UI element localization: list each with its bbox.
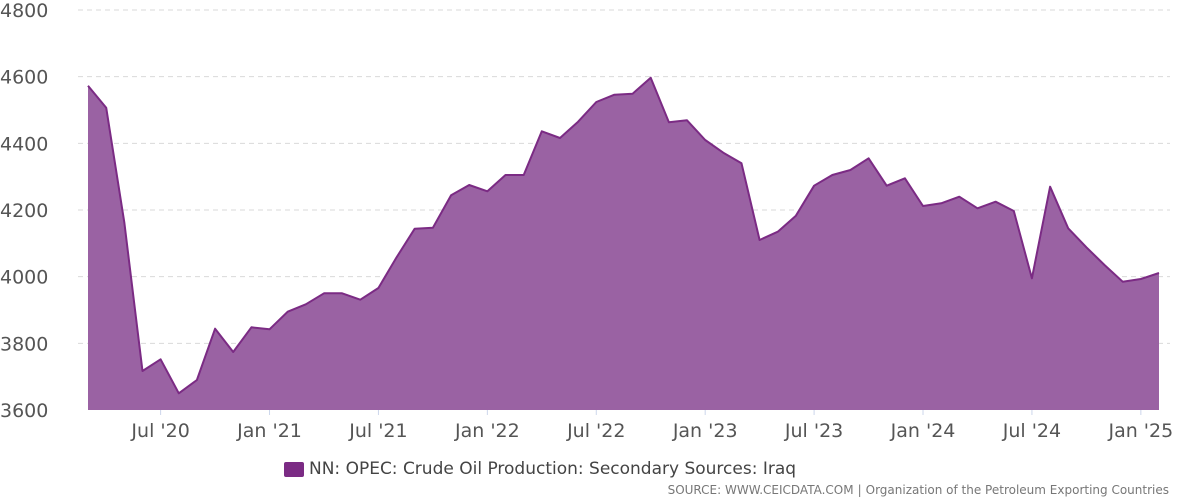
- data-point[interactable]: [463, 179, 475, 191]
- legend-label: NN: OPEC: Crude Oil Production: Secondar…: [309, 459, 797, 479]
- data-point[interactable]: [972, 202, 984, 214]
- data-point[interactable]: [899, 172, 911, 184]
- y-tick-label: 4000: [0, 267, 48, 289]
- data-point[interactable]: [663, 116, 675, 128]
- data-point[interactable]: [990, 196, 1002, 208]
- x-tick-label: Jan '25: [1107, 420, 1173, 442]
- data-point[interactable]: [1008, 205, 1020, 217]
- x-axis-ticks: Jul '20 Jan '21 Jul '21 Jan '22 Jul '22 Jan '…: [130, 410, 1173, 442]
- data-point[interactable]: [572, 116, 584, 128]
- data-point[interactable]: [227, 346, 239, 358]
- data-point[interactable]: [409, 223, 421, 235]
- data-point[interactable]: [445, 189, 457, 201]
- data-point[interactable]: [372, 282, 384, 294]
- data-point[interactable]: [318, 287, 330, 299]
- data-point[interactable]: [754, 234, 766, 246]
- legend-swatch: [284, 461, 304, 477]
- data-point[interactable]: [1062, 222, 1074, 234]
- y-tick-label: 4800: [0, 0, 48, 22]
- data-point[interactable]: [736, 157, 748, 169]
- x-tick-label: Jul '22: [566, 420, 625, 442]
- data-point[interactable]: [608, 89, 620, 101]
- data-point[interactable]: [245, 321, 257, 333]
- series-line: [87, 76, 1160, 395]
- data-point[interactable]: [844, 164, 856, 176]
- data-point[interactable]: [681, 114, 693, 126]
- source-site: SOURCE: WWW.CEICDATA.COM: [667, 483, 854, 497]
- data-point[interactable]: [935, 197, 947, 209]
- data-point[interactable]: [173, 387, 185, 399]
- legend[interactable]: NN: OPEC: Crude Oil Production: Secondar…: [284, 459, 796, 479]
- data-point[interactable]: [1135, 273, 1147, 285]
- data-point[interactable]: [481, 185, 493, 197]
- data-point[interactable]: [808, 180, 820, 192]
- data-point[interactable]: [554, 132, 566, 144]
- x-tick-label: Jan '22: [454, 420, 520, 442]
- data-point[interactable]: [500, 169, 512, 181]
- x-tick-label: Jan '23: [672, 420, 738, 442]
- data-point[interactable]: [590, 96, 602, 108]
- data-point[interactable]: [1080, 241, 1092, 253]
- x-tick-label: Jul '24: [1002, 420, 1061, 442]
- data-point[interactable]: [1099, 259, 1111, 271]
- data-point[interactable]: [118, 216, 130, 228]
- source-separator: |: [857, 483, 862, 497]
- data-point[interactable]: [100, 102, 112, 114]
- data-point[interactable]: [717, 147, 729, 159]
- source-note: SOURCE: WWW.CEICDATA.COM | Organization of…: [668, 483, 1169, 497]
- data-point[interactable]: [863, 152, 875, 164]
- y-tick-label: 3800: [0, 333, 48, 355]
- data-point[interactable]: [627, 88, 639, 100]
- data-point[interactable]: [1117, 276, 1129, 288]
- data-point[interactable]: [699, 134, 711, 146]
- y-tick-label: 3600: [0, 400, 48, 422]
- series-area: [88, 77, 1159, 410]
- data-point[interactable]: [354, 294, 366, 306]
- data-point[interactable]: [881, 180, 893, 192]
- data-point[interactable]: [191, 374, 203, 386]
- x-tick-label: Jan '24: [890, 420, 956, 442]
- x-tick-label: Jul '23: [784, 420, 843, 442]
- x-tick-label: Jul '20: [130, 420, 189, 442]
- data-point[interactable]: [155, 353, 167, 365]
- data-point[interactable]: [790, 210, 802, 222]
- y-axis-ticks: 3600 3800 4000 4200 4400 4600 4800: [0, 0, 48, 422]
- data-point[interactable]: [917, 200, 929, 212]
- data-point[interactable]: [300, 298, 312, 310]
- data-point[interactable]: [518, 169, 530, 181]
- data-point[interactable]: [772, 226, 784, 238]
- data-point[interactable]: [282, 306, 294, 318]
- data-point[interactable]: [336, 287, 348, 299]
- data-point[interactable]: [209, 323, 221, 335]
- x-tick-label: Jul '21: [348, 420, 407, 442]
- data-point[interactable]: [953, 191, 965, 203]
- data-point[interactable]: [1026, 272, 1038, 284]
- data-point[interactable]: [427, 222, 439, 234]
- data-point[interactable]: [1044, 181, 1056, 193]
- data-point[interactable]: [1153, 267, 1165, 279]
- data-point[interactable]: [82, 80, 94, 92]
- data-point[interactable]: [264, 323, 276, 335]
- x-tick-label: Jan '21: [236, 420, 302, 442]
- data-point[interactable]: [645, 72, 657, 84]
- data-point[interactable]: [536, 125, 548, 137]
- data-point[interactable]: [137, 365, 149, 377]
- series-layer: [82, 72, 1165, 410]
- source-organization: Organization of the Petroleum Exporting …: [865, 483, 1169, 497]
- data-point[interactable]: [826, 169, 838, 181]
- y-tick-label: 4400: [0, 133, 48, 155]
- y-tick-label: 4600: [0, 67, 48, 89]
- y-tick-label: 4200: [0, 200, 48, 222]
- data-point[interactable]: [391, 251, 403, 263]
